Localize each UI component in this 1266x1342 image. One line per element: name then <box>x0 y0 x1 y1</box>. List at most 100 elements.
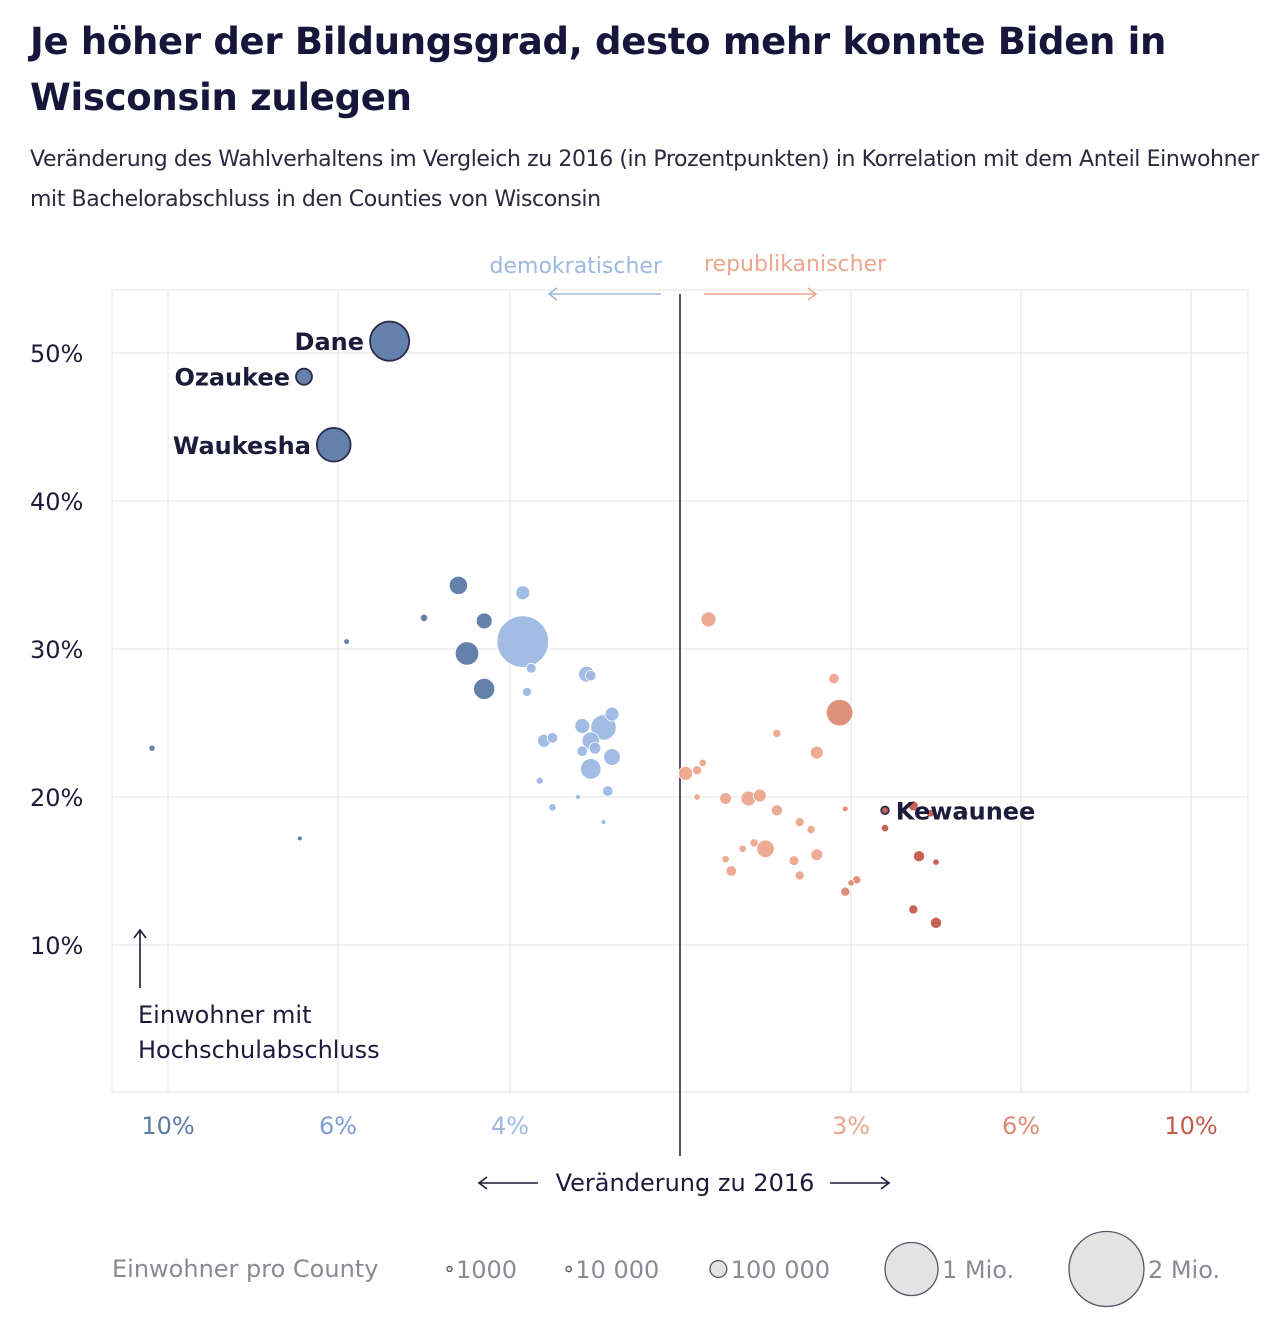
data-point <box>522 686 532 697</box>
y-axis-up-arrow-icon <box>133 928 147 988</box>
scatter-chart: 10% 20% 30% 40% 50% 10% 6% 4% 3% 6% 10% demokratis… <box>30 252 1249 1308</box>
data-point <box>588 741 602 755</box>
data-point <box>698 758 707 768</box>
data-point <box>847 879 855 887</box>
republican-direction-label: republikanischer <box>704 252 887 277</box>
data-point <box>692 765 703 776</box>
data-point <box>473 677 496 700</box>
x-tick-label: 10% <box>1164 1112 1217 1140</box>
data-point <box>960 809 969 818</box>
data-point <box>749 838 759 848</box>
legend-title: Einwohner pro County <box>112 1255 378 1283</box>
x-axis-left-arrow-icon <box>477 1176 538 1190</box>
legend-circle <box>1068 1230 1145 1308</box>
data-point <box>602 785 614 797</box>
data-point <box>535 776 544 785</box>
data-point <box>448 575 468 595</box>
data-point <box>603 748 621 766</box>
y-tick-label: 50% <box>30 340 83 368</box>
legend-circle <box>709 1259 728 1279</box>
label-waukesha: Waukesha <box>173 432 311 460</box>
data-point <box>932 858 940 866</box>
data-point <box>725 865 738 877</box>
data-points <box>148 320 969 929</box>
y-tick-label: 20% <box>30 784 83 812</box>
data-point <box>576 745 588 757</box>
data-point <box>515 585 531 601</box>
y-tick-label: 40% <box>30 488 83 516</box>
point-kewaunee <box>880 805 890 816</box>
x-axis-title: Veränderung zu 2016 <box>556 1169 815 1197</box>
data-point <box>604 706 620 722</box>
data-point <box>419 613 429 623</box>
x-tick-label: 3% <box>832 1112 870 1140</box>
democratic-direction-label: demokratischer <box>490 254 663 279</box>
data-point <box>907 800 919 812</box>
data-point <box>693 793 701 801</box>
label-ozaukee: Ozaukee <box>174 364 290 392</box>
data-point <box>454 641 480 666</box>
data-point <box>806 824 816 835</box>
data-point <box>496 615 549 668</box>
data-point <box>574 718 591 734</box>
data-point <box>738 844 747 853</box>
legend-label: 1000 <box>456 1256 517 1284</box>
data-point <box>794 870 805 881</box>
legend-circle <box>884 1241 939 1297</box>
data-point <box>908 904 919 915</box>
x-tick-label: 10% <box>141 1112 194 1140</box>
legend-label: 10 000 <box>575 1256 659 1284</box>
data-point <box>788 855 800 866</box>
point-waukesha <box>316 427 352 463</box>
data-point <box>912 850 926 863</box>
data-point <box>809 745 824 760</box>
data-point <box>546 732 559 744</box>
data-point <box>926 808 935 818</box>
chart-title: Je höher der Bildungsgrad, desto mehr ko… <box>30 20 1167 119</box>
data-point <box>585 669 597 682</box>
data-point <box>575 794 581 800</box>
size-legend: Einwohner pro County 1000 10 000 100 000 1 … <box>112 1230 1220 1308</box>
data-point <box>343 638 350 645</box>
data-point <box>770 804 783 817</box>
data-point <box>752 788 767 803</box>
data-point <box>840 886 851 897</box>
legend-label: 100 000 <box>731 1256 830 1284</box>
x-axis-right-arrow-icon <box>830 1176 891 1190</box>
x-tick-label: 4% <box>491 1112 529 1140</box>
legend-label: 1 Mio. <box>942 1256 1014 1284</box>
data-point <box>525 662 537 674</box>
data-point <box>794 817 805 828</box>
data-point <box>600 819 607 826</box>
label-dane: Dane <box>295 328 364 356</box>
data-point <box>580 758 602 780</box>
data-point <box>678 765 694 781</box>
data-point <box>756 839 775 858</box>
data-point <box>721 855 730 864</box>
democratic-arrow-icon <box>547 287 661 301</box>
data-point <box>828 672 840 685</box>
legend-circle <box>446 1265 453 1273</box>
data-point <box>548 803 557 812</box>
data-point <box>841 805 849 813</box>
data-point <box>719 792 732 805</box>
y-tick-label: 10% <box>30 932 83 960</box>
axes: 10% 20% 30% 40% 50% 10% 6% 4% 3% 6% 10% <box>30 294 1218 1156</box>
y-tick-label: 30% <box>30 636 83 664</box>
x-tick-label: 6% <box>319 1112 357 1140</box>
data-point <box>929 916 943 929</box>
legend-label: 2 Mio. <box>1148 1256 1220 1284</box>
point-ozaukee <box>295 367 313 386</box>
chart-subtitle: Veränderung des Wahlverhaltens im Vergle… <box>30 147 1259 212</box>
x-tick-label: 6% <box>1002 1112 1040 1140</box>
data-point <box>148 744 156 752</box>
y-axis-note-line-1: Einwohner mit <box>138 1001 312 1029</box>
legend-circle <box>565 1265 572 1273</box>
data-point <box>772 728 782 738</box>
republican-arrow-icon <box>704 287 818 301</box>
data-point <box>810 848 824 862</box>
data-point <box>700 611 717 628</box>
data-point <box>296 835 303 842</box>
data-point <box>825 698 854 727</box>
